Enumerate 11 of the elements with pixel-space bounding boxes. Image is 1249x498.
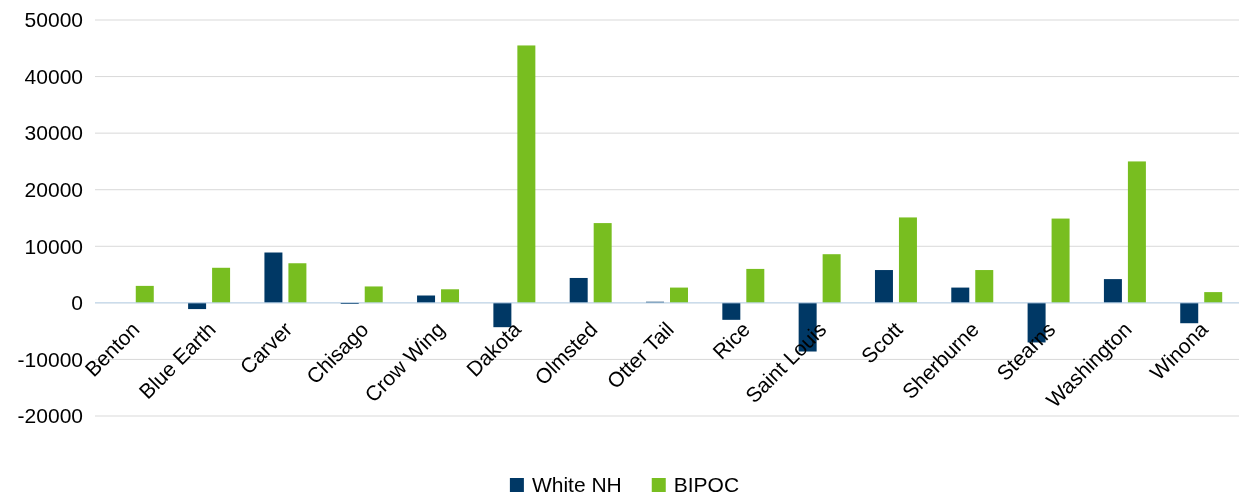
legend-label: White NH <box>531 473 622 496</box>
y-tick-label: 20000 <box>24 177 83 201</box>
y-tick-label: 0 <box>71 291 83 315</box>
x-tick-label: Rice <box>708 317 755 364</box>
y-tick-label: 30000 <box>24 121 83 145</box>
y-tick-label: 10000 <box>24 234 83 258</box>
legend-label: BIPOC <box>673 473 740 496</box>
y-tick-label: -20000 <box>17 404 83 428</box>
y-tick-label: -10000 <box>17 347 83 371</box>
y-tick-label: 40000 <box>24 64 83 88</box>
y-tick-label: 50000 <box>24 8 83 32</box>
